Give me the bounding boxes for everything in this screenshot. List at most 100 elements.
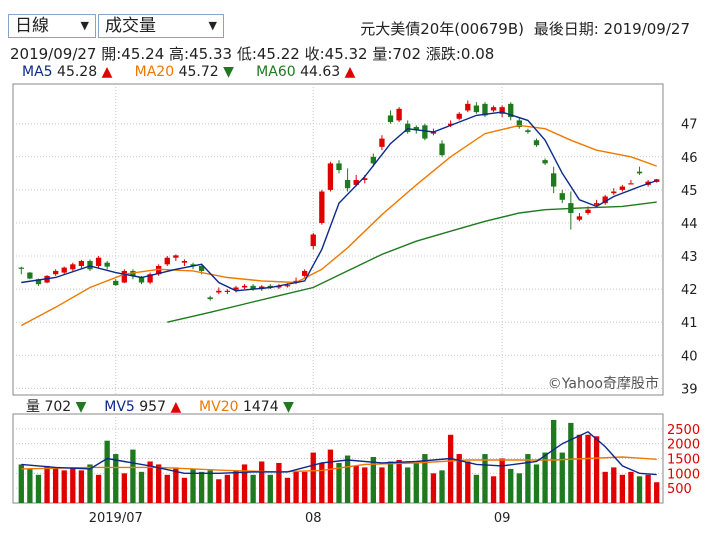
candle-body [70,264,76,270]
volume-bar [551,419,557,503]
candle-body [52,270,59,275]
candle-body [456,113,462,119]
volume-bar [413,462,419,503]
volume-bar [568,422,574,503]
volume-bar [542,452,548,503]
volume-bar [61,470,67,503]
period-select[interactable]: 日線 ▼ [8,14,96,38]
volume-bar [156,464,162,503]
candle-body [611,191,617,194]
volume-bar [516,473,522,503]
quote-high: 高:45.33 [169,45,233,63]
volume-bar [499,458,505,503]
quote-close: 收:45.32 [304,45,368,63]
candle-body [396,108,402,121]
ma5-legend-name: MA5 [22,64,53,80]
mv5-line [21,430,657,476]
candle-body [156,265,162,275]
volume-bar [422,454,428,503]
candle-body [147,274,153,283]
volume-y-tick-label: 2000 [667,438,700,453]
volume-bar [533,464,540,503]
indicator-select[interactable]: 成交量 ▼ [98,14,224,38]
volume-bar [465,461,471,503]
ma60-legend-value: 44.63 [300,64,341,80]
volume-bar [104,440,110,503]
last-date: 最後日期: 2019/09/27 [533,20,690,38]
volume-bar [52,467,59,503]
volume-bar [396,459,402,503]
security-name: 元大美債20年(00679B) [360,20,524,38]
price-y-tick-label: 46 [681,151,698,166]
volume-bar [602,471,608,503]
volume-bar [430,473,437,503]
candle-body [439,143,445,156]
candle-body [336,163,342,171]
candle-body [576,216,583,220]
volume-bar [35,474,42,503]
candle-body [267,285,273,288]
ma60-legend: MA60 44.63 ▲ [256,64,355,80]
volume-bar [198,471,205,503]
candle-body [310,234,316,247]
volume-bar [387,461,394,503]
ma5-line [21,111,657,292]
candle-body [559,193,565,200]
volume-bar [44,465,50,503]
volume-bar [130,449,136,503]
volume-legend: 量 702 ▼ MV5 957 ▲ MV20 1474 ▼ [26,396,294,416]
candle-body [173,255,179,258]
volume-bar [405,467,411,503]
quote-volume: 量:702 [372,45,422,63]
mv5-legend-name: MV5 [104,399,135,415]
candle-body [207,297,213,300]
volume-bar [173,467,179,503]
volume-bar [78,470,85,503]
volume-bar [233,470,239,503]
volume-bar [628,471,634,503]
price-y-tick-label: 45 [681,184,698,199]
volume-bar [216,479,222,503]
volume-bar [95,474,102,503]
candle-body [422,125,428,139]
candle-body [525,130,531,132]
volume-bar [508,468,514,503]
volume-bar [654,482,660,503]
candle-body [542,160,548,164]
quote-low: 低:45.22 [236,45,300,63]
mv20-legend: MV20 1474 ▼ [199,399,294,415]
candle-body [327,163,334,190]
volume-bar [70,467,76,503]
candle-body [250,285,256,290]
volume-bar [224,474,231,503]
price-panel-frame [12,83,664,396]
candle-body [430,131,437,134]
price-y-tick-label: 47 [681,118,698,133]
candle-body [190,264,196,266]
volume-bar [301,471,308,503]
candle-body [216,290,222,293]
candle-body [413,127,419,131]
candle-body [18,267,24,269]
volume-bar [439,470,445,503]
volume-bar [276,462,282,503]
ma20-legend-name: MA20 [134,64,175,80]
volume-bar [121,473,127,503]
volume-bar [645,474,651,503]
quote-date: 2019/09/27 [10,45,97,63]
candle-body [198,265,205,271]
up-arrow-icon: ▲ [170,399,182,415]
candle-body [241,285,248,288]
candle-body [654,179,660,182]
ma-legend: MA5 45.28 ▲ MA20 45.72 ▼ MA60 44.63 ▲ [22,64,355,80]
candle-body [533,140,540,146]
x-tick-label: 2019/07 [89,511,143,526]
volume-bar [482,454,488,503]
candle-body [284,285,291,287]
ma5-legend: MA5 45.28 ▲ [22,64,117,80]
ma20-line [20,124,657,327]
volume-bar [164,474,170,503]
volume-bar [585,434,591,503]
down-arrow-icon: ▼ [283,399,294,415]
